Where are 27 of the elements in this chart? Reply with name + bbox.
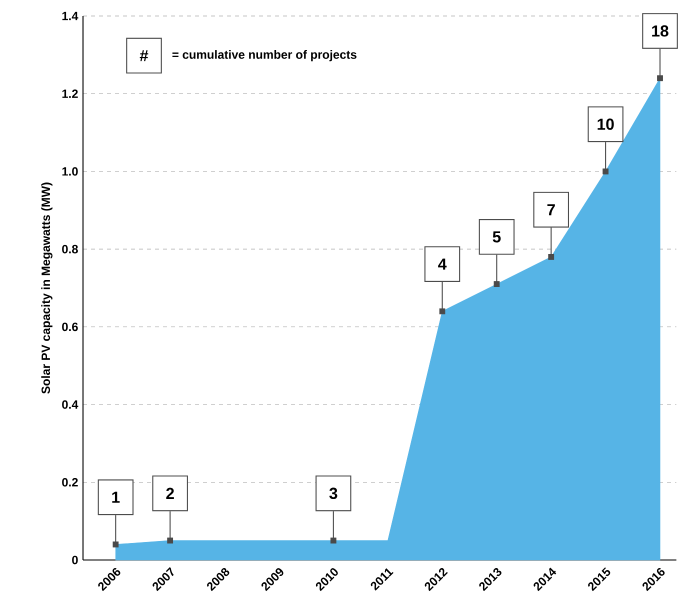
point [167, 538, 174, 544]
y-tick-label: 0 [72, 556, 78, 564]
y-tick-label: 0.6 [62, 322, 78, 332]
y-tick-label: 0.2 [62, 478, 78, 487]
y-tick-label: 0.8 [62, 244, 78, 254]
y-axis-title: Solar PV capacity in Megawatts (MW) [41, 182, 52, 394]
annotation: 2 [166, 488, 174, 499]
y-tick-label: 1.2 [62, 90, 78, 98]
y-tick-label: 0.4 [62, 400, 78, 409]
point [602, 168, 609, 174]
annotation: = cumulative number of projects [172, 50, 356, 62]
annotation: 3 [329, 488, 338, 500]
annotation: # [140, 50, 148, 62]
y-tick-label: 1.4 [62, 12, 78, 20]
annotation: 4 [438, 258, 447, 270]
annotation: 7 [547, 204, 555, 216]
annotation: 18 [652, 25, 668, 37]
point [657, 75, 663, 82]
y-tick-label: 1.0 [62, 167, 78, 176]
point [494, 281, 500, 288]
point [439, 308, 446, 314]
point [548, 254, 554, 260]
annotation: 1 [112, 492, 120, 503]
point [112, 542, 119, 548]
annotation: 10 [598, 118, 614, 130]
annotation: 5 [492, 231, 501, 242]
point [330, 538, 336, 544]
